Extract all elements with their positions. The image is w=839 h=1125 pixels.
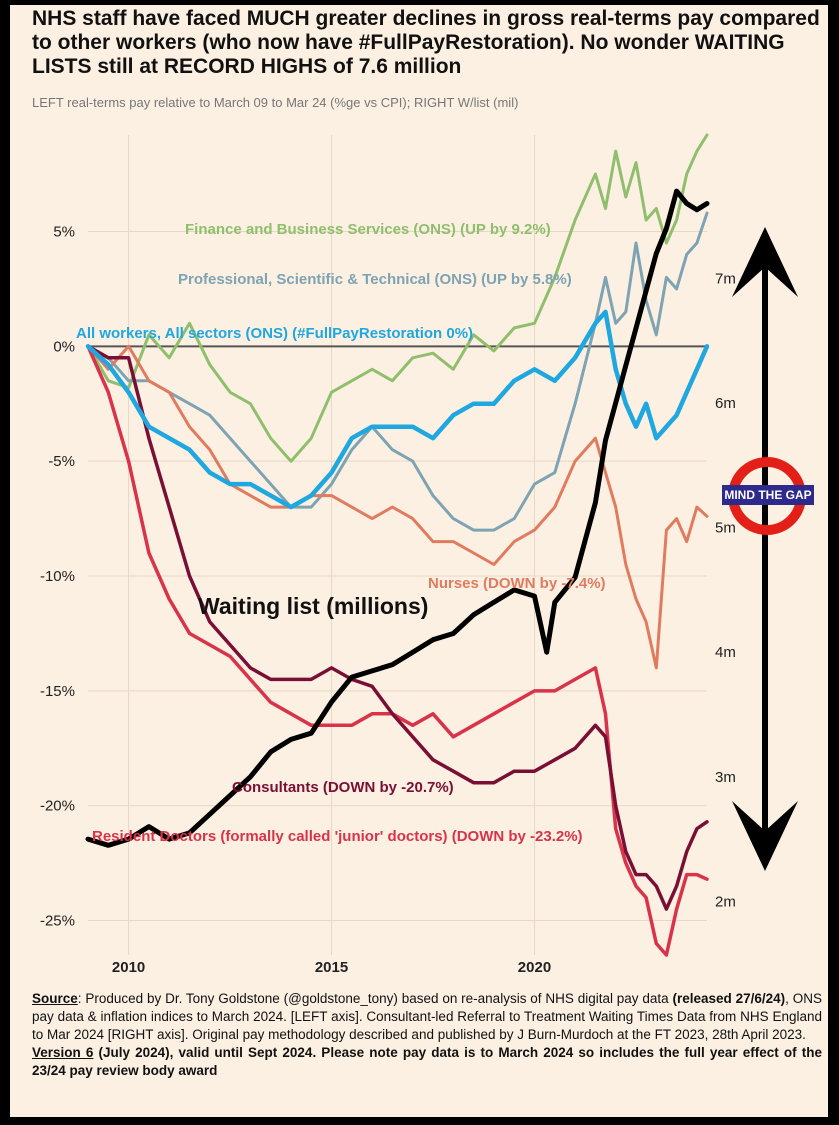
source-text-2: , ONS pay data & inflation indices to Ma… (32, 991, 822, 1042)
label-consultants: Consultants (DOWN by -20.7%) (232, 779, 454, 796)
right-tick-label: 5m (715, 520, 736, 537)
mind-the-gap-badge: MIND THE GAP (722, 457, 814, 535)
label-resident-doctors: Resident Doctors (formally called 'junio… (92, 828, 583, 845)
left-tick-label: 0% (53, 338, 75, 355)
x-tick-label: 2010 (112, 959, 145, 976)
gap-arrow (732, 227, 798, 871)
right-tick-label: 7m (715, 270, 736, 287)
version-label: Version 6 (32, 1045, 94, 1060)
series-labels: Finance and Business Services (ONS) (UP … (76, 221, 606, 845)
left-tick-label: -25% (40, 913, 75, 930)
left-tick-label: -10% (40, 568, 75, 585)
right-tick-label: 6m (715, 395, 736, 412)
left-tick-label: -5% (48, 453, 75, 470)
source-label: Source (32, 991, 78, 1006)
series-all-workers-line (85, 309, 710, 510)
series-finance-line (86, 133, 709, 463)
source-note: Source: Produced by Dr. Tony Goldstone (… (32, 990, 822, 1080)
label-waiting-list: Waiting list (millions) (198, 593, 428, 619)
series-nurses-line (86, 344, 709, 670)
left-tick-label: -15% (40, 683, 75, 700)
series-professional-line (86, 211, 709, 532)
right-axis-ticks: 7m 6m 5m 4m 3m 2m (715, 270, 736, 910)
source-released: (released 27/6/24) (672, 991, 786, 1006)
left-axis-ticks: 5% 0% -5% -10% -15% -20% -25% (40, 223, 75, 929)
label-nurses: Nurses (DOWN by -7.4%) (428, 575, 606, 592)
left-tick-label: -20% (40, 798, 75, 815)
label-all-workers: All workers, All sectors (ONS) (#FullPay… (76, 325, 473, 342)
x-axis-ticks: 2010 2015 2020 (112, 959, 551, 976)
series-resident-doctors-line (86, 344, 709, 957)
right-tick-label: 2m (715, 893, 736, 910)
right-tick-label: 3m (715, 769, 736, 786)
left-tick-label: 5% (53, 223, 75, 240)
label-professional: Professional, Scientific & Technical (ON… (178, 271, 572, 288)
series-consultants-line (86, 344, 709, 911)
chart-title: NHS staff have faced MUCH greater declin… (32, 7, 820, 78)
x-tick-label: 2015 (315, 959, 348, 976)
arrow-up-head (732, 227, 798, 297)
chart-area: 5% 0% -5% -10% -15% -20% -25% 7m 6m 5m 4m 3m 2m 201… (40, 133, 814, 976)
source-text-1: : Produced by Dr. Tony Goldstone (@golds… (77, 991, 673, 1006)
x-tick-label: 2020 (518, 959, 551, 976)
series-waiting-list-line (85, 188, 710, 848)
version-text: (July 2024), valid until Sept 2024. Plea… (32, 1045, 822, 1078)
badge-text: MIND THE GAP (724, 488, 811, 502)
chart-frame: NHS staff have faced MUCH greater declin… (10, 5, 828, 1117)
right-tick-label: 4m (715, 644, 736, 661)
label-finance: Finance and Business Services (ONS) (UP … (185, 221, 551, 238)
chart-subtitle: LEFT real-terms pay relative to March 09… (32, 95, 519, 110)
arrow-down-head (732, 801, 798, 871)
series-lines (85, 133, 710, 957)
roundel-bar (722, 485, 814, 505)
